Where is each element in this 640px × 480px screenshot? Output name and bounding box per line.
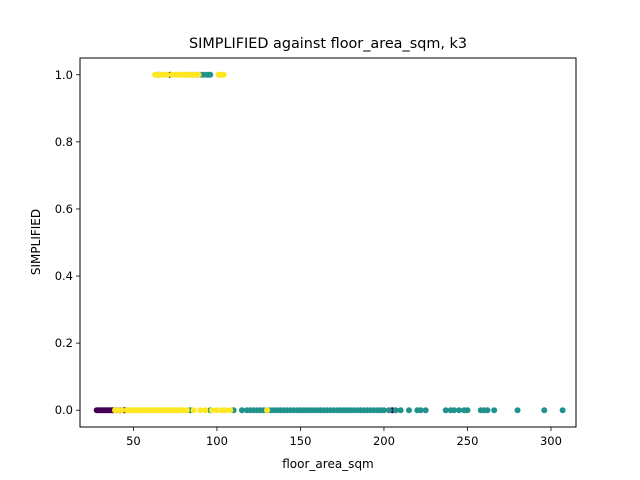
data-point-cluster_1-69 bbox=[491, 407, 498, 414]
y-tick-label: 0.0 bbox=[55, 403, 73, 417]
plot-frame bbox=[79, 57, 577, 428]
points-layer bbox=[93, 71, 566, 414]
y-tick-label: 0.2 bbox=[55, 336, 73, 350]
y-axis-label: SIMPLIFIED bbox=[29, 209, 43, 275]
x-tick-label: 150 bbox=[289, 434, 311, 448]
data-point-cluster_1-56 bbox=[406, 407, 412, 414]
data-point-cluster_2-66 bbox=[190, 407, 197, 414]
data-point-cluster_2-7 bbox=[163, 71, 170, 78]
x-tick-label: 200 bbox=[373, 434, 395, 448]
data-point-cluster_1-72 bbox=[559, 407, 566, 414]
data-point-cluster_1-60 bbox=[442, 407, 449, 414]
data-point-cluster_2-26 bbox=[220, 71, 227, 78]
data-point-cluster_2-65 bbox=[183, 407, 190, 414]
data-point-cluster_2-73 bbox=[227, 407, 234, 414]
data-point-cluster_2-29 bbox=[118, 407, 125, 414]
data-point-cluster_2-69 bbox=[208, 407, 215, 414]
data-point-cluster_1-65 bbox=[464, 407, 471, 414]
data-point-cluster_1-59 bbox=[422, 407, 429, 414]
data-point-cluster_1-58 bbox=[417, 407, 424, 414]
data-point-cluster_1-55 bbox=[397, 407, 404, 414]
data-point-cluster_2-22 bbox=[195, 71, 202, 78]
data-point-cluster_2-68 bbox=[202, 407, 209, 414]
chart-title: SIMPLIFIED against floor_area_sqm, k3 bbox=[189, 36, 467, 52]
x-tick-label: 250 bbox=[456, 434, 478, 448]
data-point-cluster_1-53 bbox=[385, 407, 392, 414]
data-point-cluster_1-62 bbox=[451, 407, 458, 414]
x-tick-label: 300 bbox=[540, 434, 562, 448]
x-axis: 50 100 150 200 250 300 bbox=[126, 427, 562, 448]
data-point-cluster_1-54 bbox=[392, 407, 399, 414]
x-tick-label: 100 bbox=[206, 434, 228, 448]
data-point-cluster_1-71 bbox=[541, 407, 548, 414]
y-tick-label: 0.4 bbox=[55, 269, 73, 283]
x-axis-label: floor_area_sqm bbox=[282, 457, 374, 471]
data-point-cluster_2-74 bbox=[264, 407, 271, 414]
x-tick-label: 50 bbox=[126, 434, 141, 448]
data-point-cluster_2-70 bbox=[213, 407, 220, 414]
y-tick-label: 1.0 bbox=[55, 68, 73, 82]
y-tick-label: 0.8 bbox=[55, 135, 73, 149]
data-point-cluster_1-63 bbox=[456, 407, 463, 414]
y-tick-label: 0.6 bbox=[55, 202, 73, 216]
data-point-cluster_2-72 bbox=[222, 407, 229, 414]
data-point-cluster_2-67 bbox=[197, 407, 204, 414]
y-axis: 0.0 0.2 0.4 0.6 0.8 1.0 bbox=[55, 68, 80, 417]
data-point-cluster_1-10 bbox=[238, 407, 245, 414]
data-point-cluster_1-70 bbox=[514, 407, 521, 414]
data-point-cluster_1-68 bbox=[484, 407, 491, 414]
data-point-cluster_1-6 bbox=[207, 71, 214, 78]
data-point-cluster_1-52 bbox=[380, 407, 387, 414]
